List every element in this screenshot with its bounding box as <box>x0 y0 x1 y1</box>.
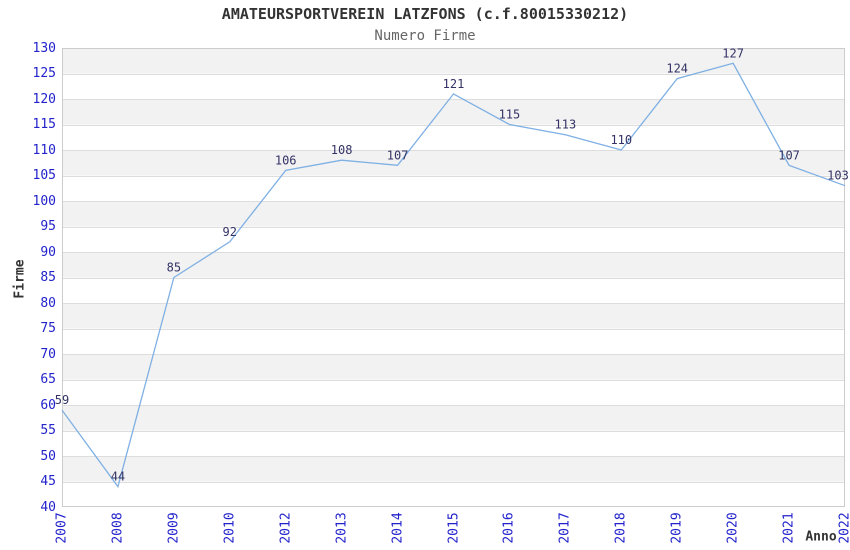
x-tick-label: 2018 <box>613 512 629 544</box>
y-tick-label: 50 <box>40 448 56 464</box>
x-tick-label: 2008 <box>110 512 126 544</box>
y-tick-label: 60 <box>40 397 56 413</box>
chart-subtitle: Numero Firme <box>374 28 476 44</box>
plot-band <box>62 405 845 431</box>
data-label: 92 <box>223 225 237 239</box>
x-tick-label: 2016 <box>501 512 517 544</box>
line-chart-canvas: 59 44 85 92 106 108 107 121 115 113 110 124 127 107 10… <box>55 46 849 507</box>
x-tick-label: 2014 <box>390 512 406 544</box>
data-label: 107 <box>387 148 409 162</box>
x-axis-title: Anno <box>805 529 837 545</box>
line-series <box>61 62 846 489</box>
y-tick-label: 120 <box>32 91 56 107</box>
y-tick-label: 80 <box>40 295 56 311</box>
data-label: 127 <box>722 46 744 60</box>
y-tick-label: 105 <box>32 168 56 183</box>
x-tick-label: 2021 <box>781 512 797 544</box>
y-tick-label: 40 <box>40 499 56 515</box>
y-tick-label: 110 <box>32 142 56 158</box>
y-tick-label: 115 <box>32 117 56 132</box>
data-label: 44 <box>111 470 125 484</box>
data-label: 110 <box>610 133 632 147</box>
y-tick-label: 95 <box>40 219 56 234</box>
x-tick-label: 2020 <box>725 512 741 544</box>
data-label: 106 <box>275 153 297 167</box>
x-tick-label: 2012 <box>278 512 294 544</box>
data-label: 124 <box>666 62 688 76</box>
x-tick-label: 2022 <box>837 512 850 544</box>
plot-band <box>62 99 845 125</box>
plot-band <box>62 252 845 278</box>
data-label: 107 <box>778 148 800 162</box>
data-label: 115 <box>499 108 521 122</box>
data-label: 59 <box>55 393 69 407</box>
y-tick-label: 70 <box>40 346 56 362</box>
data-label: 103 <box>827 169 849 183</box>
y-tick-label: 125 <box>32 66 56 81</box>
x-tick-label: 2007 <box>54 512 70 544</box>
x-tick-label: 2019 <box>669 512 685 544</box>
plot-band <box>62 354 845 380</box>
plot-band <box>62 303 845 329</box>
y-tick-label: 130 <box>32 40 56 56</box>
plot-band <box>62 201 845 227</box>
data-label: 113 <box>555 118 577 132</box>
y-tick-label: 85 <box>40 270 56 285</box>
x-tick-label: 2013 <box>334 512 350 544</box>
plot-band <box>62 150 845 176</box>
x-tick-label: 2015 <box>446 512 461 544</box>
plot-border <box>62 48 845 507</box>
plot-band <box>62 456 845 482</box>
data-label: 108 <box>331 143 353 157</box>
y-tick-label: 100 <box>32 193 56 209</box>
y-tick-label: 65 <box>40 372 56 387</box>
data-label: 121 <box>443 77 465 91</box>
y-tick-label: 90 <box>40 244 56 260</box>
x-tick-label: 2010 <box>222 512 238 544</box>
chart-title: AMATEURSPORTVEREIN LATZFONS (c.f.8001533… <box>221 5 629 23</box>
x-tick-label: 2017 <box>557 512 573 544</box>
data-label: 85 <box>167 261 181 275</box>
plot-band <box>62 48 845 74</box>
plot-area: 59 44 85 92 106 108 107 121 115 113 110 124 127 107 10… <box>55 46 849 507</box>
x-tick-label: 2009 <box>166 512 182 544</box>
y-tick-label: 75 <box>40 321 56 336</box>
y-tick-label: 55 <box>40 423 56 438</box>
y-tick-label: 45 <box>40 474 56 489</box>
